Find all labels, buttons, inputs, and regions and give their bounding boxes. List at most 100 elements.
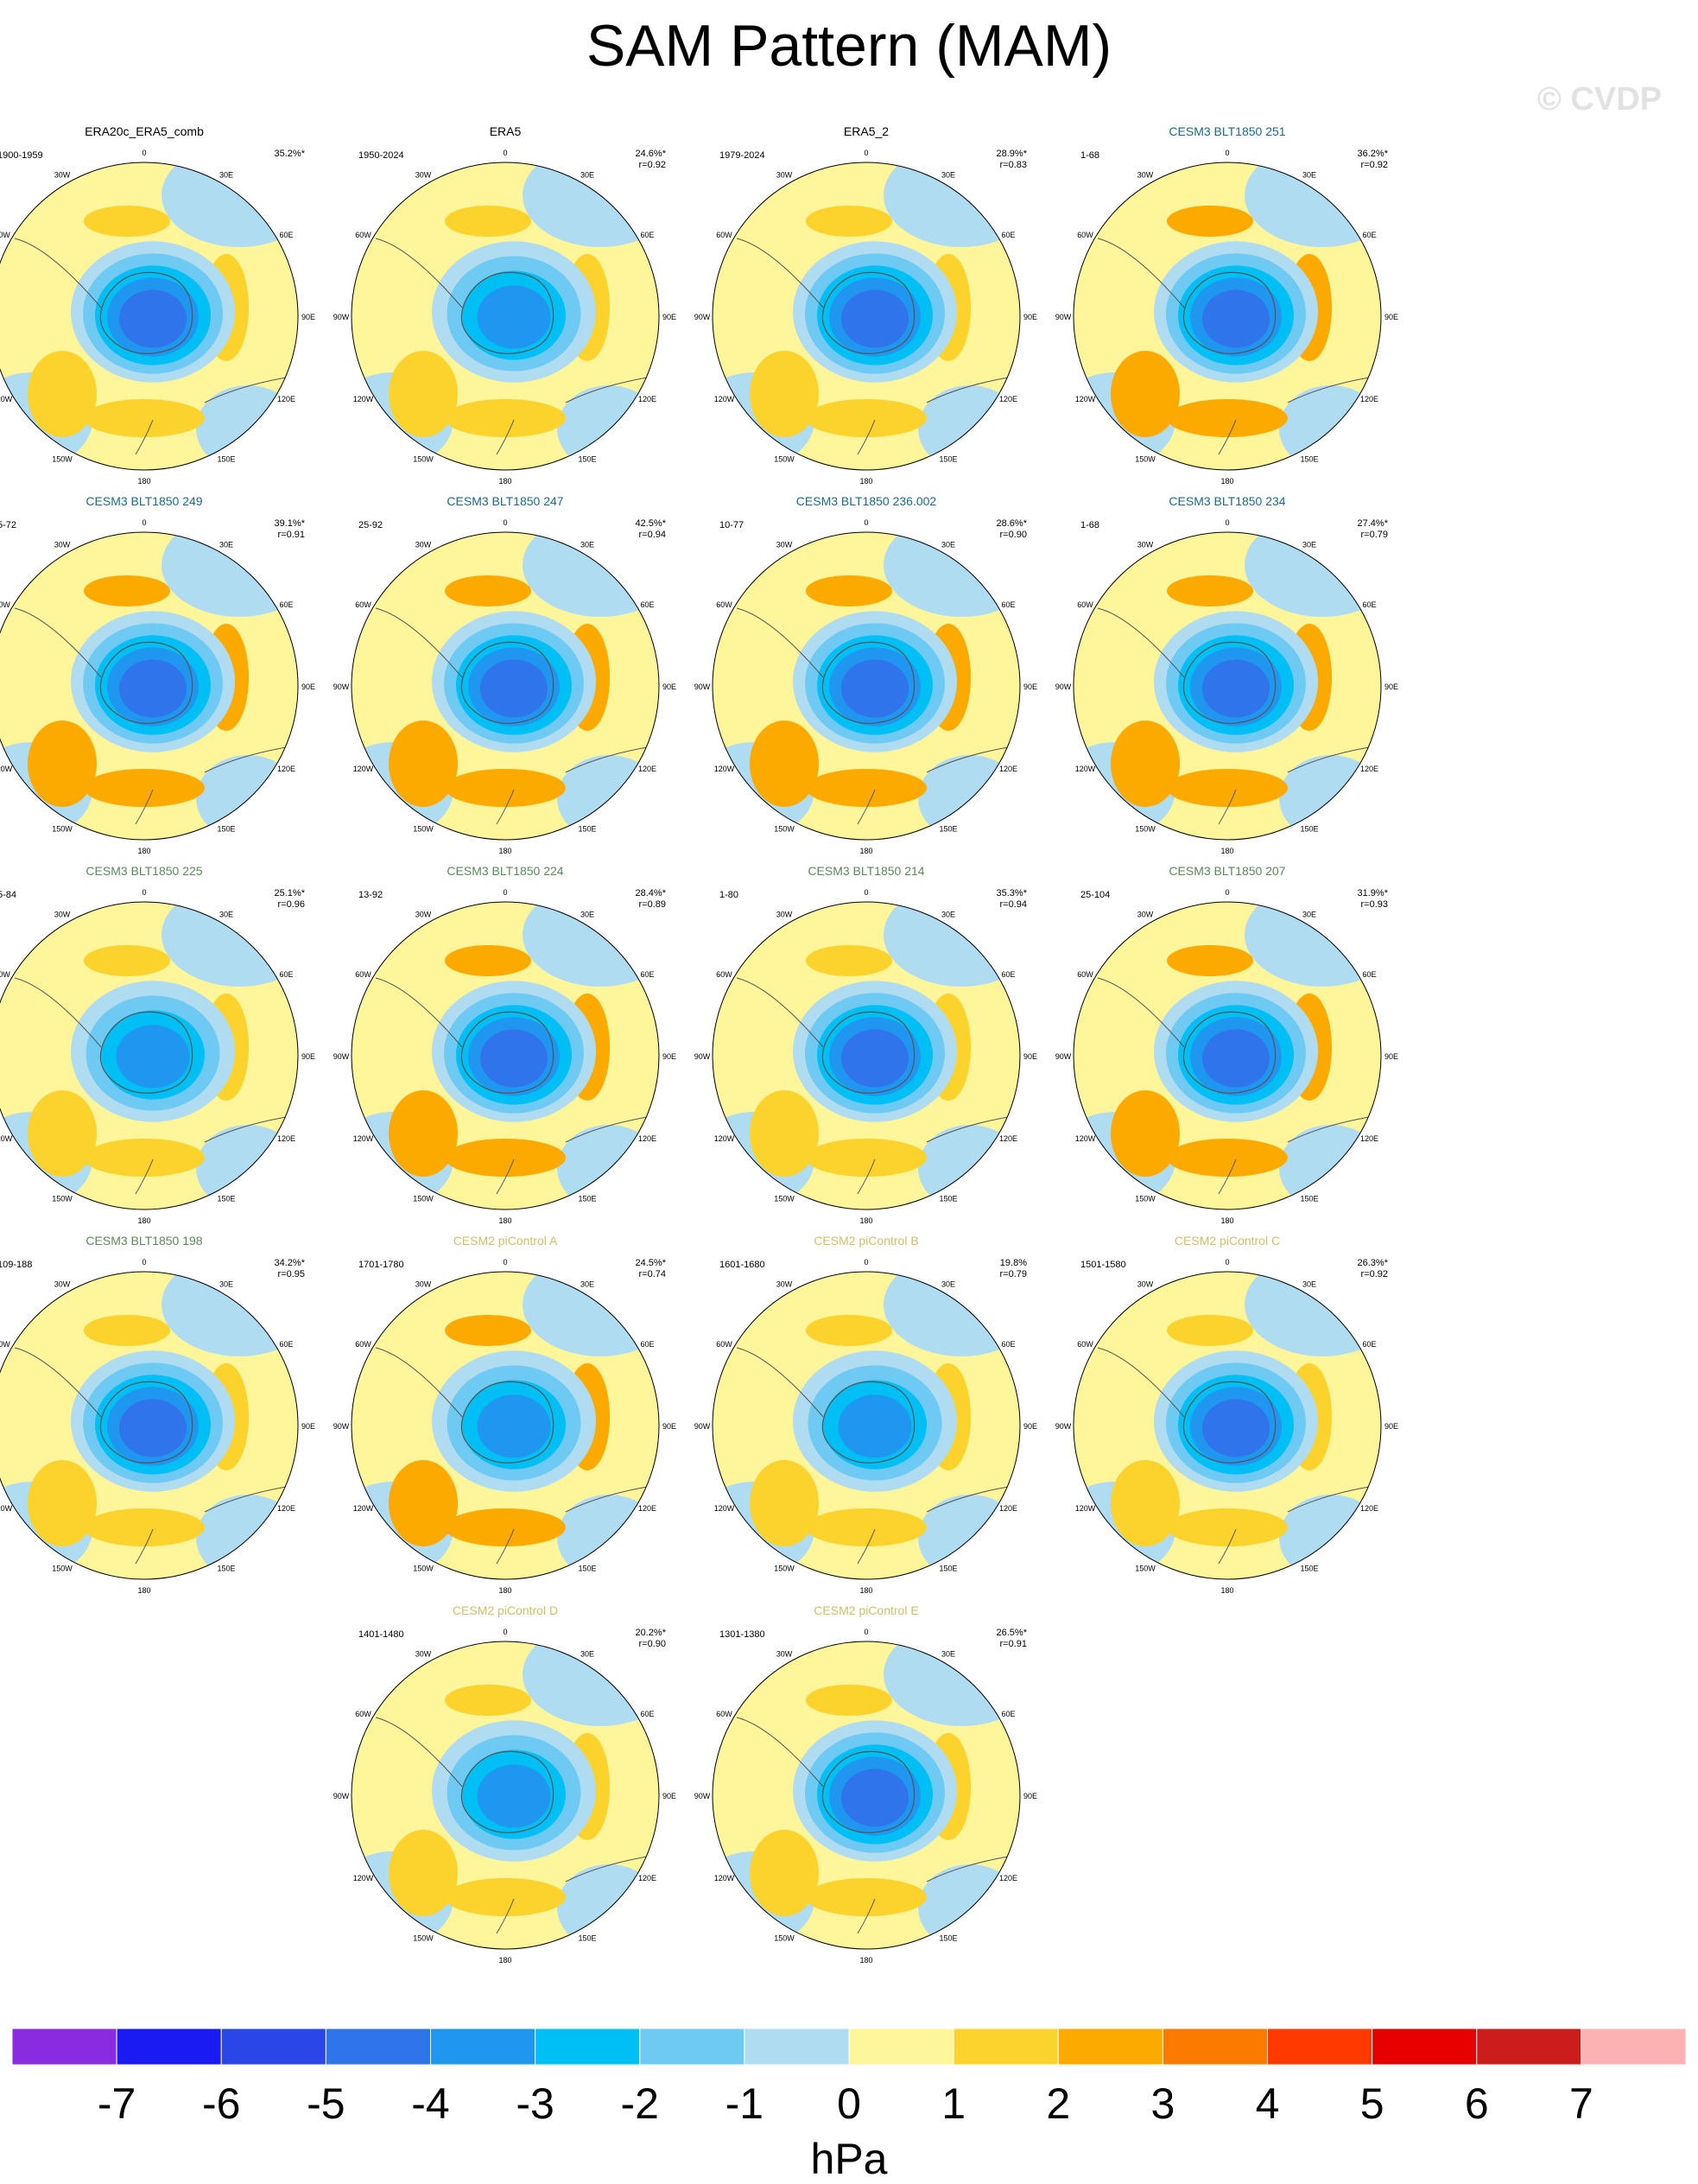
longitude-label: 120E (277, 1504, 295, 1513)
map-border (712, 1641, 1021, 1950)
longitude-label: 150W (1135, 1195, 1156, 1203)
contour-fill-ring (389, 1830, 458, 1916)
panel-variance-pct: 31.9%* (1357, 888, 1388, 898)
coastline (204, 746, 292, 773)
longitude-label: 180 (859, 1586, 872, 1595)
longitude-label: 30E (941, 1649, 955, 1658)
longitude-label: 150W (52, 1195, 73, 1203)
panel-years: 13-92 (358, 890, 383, 900)
coastline (736, 1717, 824, 1787)
panel-title: ERA20c_ERA5_comb (85, 124, 204, 138)
longitude-label: 30E (219, 540, 233, 549)
contour-fill-ring (750, 721, 819, 807)
longitude-label: 60E (1002, 1340, 1016, 1349)
longitude-label: 180 (498, 477, 511, 486)
longitude-label: 150W (413, 825, 434, 834)
map-border (351, 531, 660, 841)
longitude-label: 90E (1023, 682, 1037, 691)
map-panel: 030E60E90E120E150E180150W120W90W60W30WCE… (0, 1234, 317, 1595)
longitude-label: 90E (662, 313, 676, 321)
longitude-label: 90E (662, 682, 676, 691)
longitude-label: 90W (1055, 1422, 1072, 1431)
longitude-label: 0 (1225, 518, 1229, 527)
contour-fill-ring (445, 769, 566, 807)
longitude-label: 180 (498, 1586, 511, 1595)
longitude-label: 150E (1300, 1195, 1318, 1203)
longitude-label: 0 (142, 1258, 146, 1267)
coastline (736, 977, 824, 1048)
panel-variance-pct: 19.8% (999, 1258, 1027, 1268)
coastline (99, 641, 193, 724)
longitude-label: 30W (776, 1279, 793, 1288)
longitude-label: 150E (939, 825, 957, 834)
contour-fill-negative (477, 285, 551, 349)
longitude-label: 60E (280, 970, 294, 979)
panel-variance-pct: 26.5%* (996, 1628, 1027, 1638)
longitude-label: 120W (0, 395, 13, 403)
panel-variance-pct: 20.2%* (635, 1628, 666, 1638)
longitude-label: 0 (1225, 149, 1229, 157)
coastline (1287, 1485, 1375, 1513)
contour-fill-ring (84, 1508, 205, 1546)
coastline (857, 419, 876, 455)
longitude-label: 150E (217, 1565, 235, 1573)
longitude-label: 30W (776, 170, 793, 179)
longitude-label: 60E (641, 231, 655, 239)
contour-fill-ring (28, 721, 97, 807)
contour-fill-ring (84, 399, 205, 437)
contour-fill-negative (477, 1764, 551, 1828)
longitude-label: 90E (1023, 1422, 1037, 1431)
longitude-label: 30E (219, 910, 233, 918)
contour-fill-negative (841, 659, 909, 718)
coastline (496, 1898, 515, 1934)
contour-fill-ring (1111, 1460, 1180, 1546)
longitude-label: 150W (52, 1565, 73, 1573)
longitude-label: 150E (939, 455, 957, 464)
longitude-label: 0 (503, 518, 507, 527)
colorbar-tick-label: -1 (725, 2079, 763, 2128)
panel-variance-pct: 34.2%* (274, 1258, 305, 1268)
longitude-label: 60W (0, 231, 10, 239)
longitude-label: 30W (415, 170, 432, 179)
longitude-label: 30W (415, 1279, 432, 1288)
longitude-label: 60E (641, 600, 655, 609)
longitude-label: 30W (776, 540, 793, 549)
colorbar-tick-label: -6 (202, 2079, 240, 2128)
map-border (1073, 1271, 1382, 1580)
map-border (0, 531, 299, 841)
coastline (135, 419, 154, 455)
longitude-label: 60W (716, 1340, 732, 1349)
longitude-label: 180 (137, 1586, 150, 1595)
coastline (496, 1159, 515, 1195)
longitude-label: 30W (54, 170, 71, 179)
contour-fill-negative (1202, 659, 1270, 718)
panel-years: 5-84 (0, 890, 17, 900)
longitude-label: 0 (142, 149, 146, 157)
panel-pattern-correlation: r=0.94 (999, 899, 1028, 910)
longitude-label: 60W (355, 970, 371, 979)
map-panel: 030E60E90E120E150E180150W120W90W60W30WCE… (0, 864, 317, 1225)
longitude-label: 0 (142, 518, 146, 527)
longitude-label: 150E (939, 1565, 957, 1573)
contour-fill-ring (1167, 1139, 1288, 1177)
panel-stats: 31.9%* r=0.93 (1358, 888, 1388, 911)
longitude-label: 120W (353, 1504, 374, 1513)
longitude-label: 0 (864, 149, 868, 157)
coastline (14, 607, 102, 678)
panel-years: 1900-1959 (0, 150, 43, 161)
longitude-label: 0 (503, 149, 507, 157)
coastline (926, 1485, 1014, 1513)
longitude-label: 60W (1077, 1340, 1093, 1349)
coastline (135, 1159, 154, 1195)
longitude-label: 90E (1384, 313, 1398, 321)
colorbar-tick-label: -7 (98, 2079, 136, 2128)
longitude-label: 30W (54, 540, 71, 549)
